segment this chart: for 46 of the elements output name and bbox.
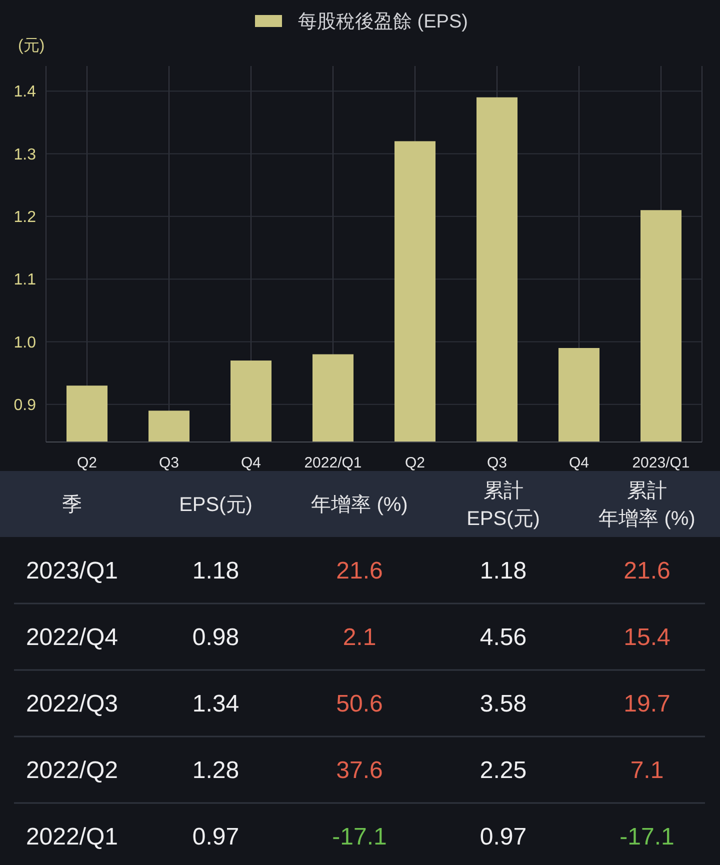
- data-label: 1.18: [192, 558, 240, 585]
- x-tick-label: 2022/Q1: [304, 454, 362, 472]
- category-label: 2023/Q1: [26, 558, 118, 585]
- data-label: 2.1: [342, 624, 376, 652]
- legend-label: 累計EPS(元): [466, 480, 540, 530]
- data-label: 21.6: [624, 558, 670, 585]
- x-tick-label: Q3: [158, 454, 180, 472]
- data-label: 15.4: [624, 624, 670, 652]
- data-label: 50.6: [336, 690, 383, 718]
- data-label: -17.1: [620, 824, 674, 851]
- data-label: 37.6: [336, 757, 383, 784]
- y-axis-title: (元): [18, 38, 45, 55]
- text: 累計年增率 (%): [598, 480, 696, 530]
- data-label: 21.6: [336, 558, 383, 585]
- data-label: 19.7: [624, 690, 670, 718]
- data-label: -17.1: [332, 824, 387, 851]
- data-label: 1.18: [480, 558, 527, 585]
- x-tick-label: Q4: [240, 454, 262, 472]
- category-label: 2022/Q2: [26, 757, 118, 784]
- x-tick-label: Q3: [486, 454, 508, 472]
- x-tick-label: 2023/Q1: [632, 454, 690, 472]
- data-label: 0.98: [192, 624, 240, 652]
- y-tick-label: 1.2: [14, 209, 36, 226]
- y-tick-label: 1.3: [14, 146, 36, 164]
- x-tick-label: Q4: [568, 454, 590, 472]
- data-label: 1.34: [192, 690, 240, 718]
- y-tick-label: 0.9: [14, 397, 36, 414]
- category-label: 2022/Q4: [26, 624, 118, 652]
- legend-label: 每股稅後盈餘 (EPS): [298, 12, 468, 33]
- y-tick-label: 1.1: [14, 272, 36, 289]
- category-label: 2022/Q3: [26, 690, 118, 718]
- x-tick-label: Q2: [404, 454, 426, 472]
- y-tick-label: 1.0: [14, 334, 36, 352]
- data-label: 0.97: [480, 824, 527, 851]
- data-label: 7.1: [630, 757, 664, 784]
- x-tick-label: Q2: [76, 454, 98, 472]
- data-label: 0.97: [192, 824, 240, 851]
- category-label: 2022/Q1: [26, 824, 118, 851]
- legend-label: EPS(元): [179, 494, 252, 516]
- data-label: 3.58: [480, 690, 527, 718]
- data-label: 4.56: [480, 624, 527, 652]
- data-label: 1.28: [192, 757, 240, 784]
- y-tick-label: 1.4: [14, 84, 36, 101]
- text: 年增率 (%): [311, 494, 408, 516]
- text: 季: [62, 494, 82, 516]
- data-label: 2.25: [480, 757, 527, 784]
